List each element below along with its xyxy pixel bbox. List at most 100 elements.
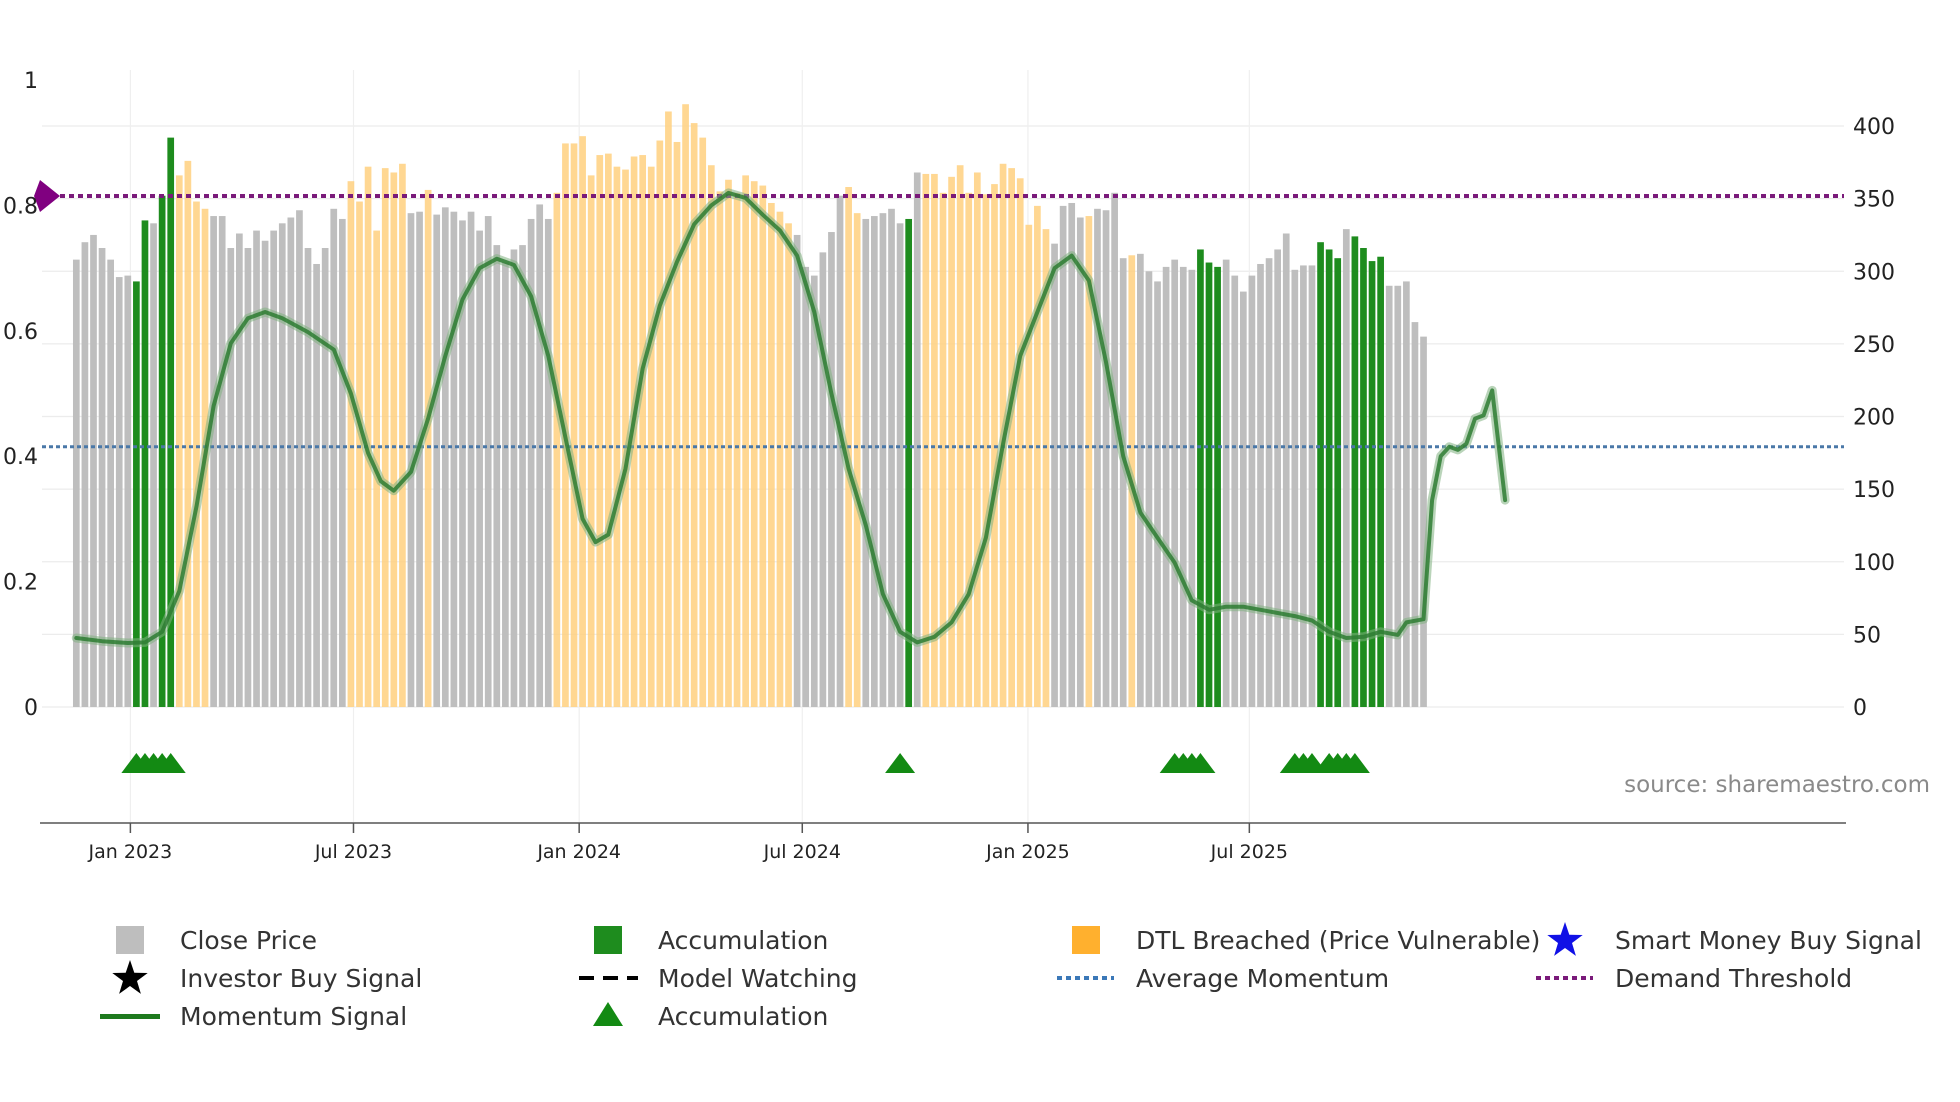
- left-axis-tick-label: 0: [24, 696, 38, 721]
- close-price-bar: [1154, 281, 1161, 707]
- close-price-bar: [1394, 285, 1402, 707]
- close-price-bar: [1239, 291, 1247, 707]
- close-price-bar: [802, 266, 810, 707]
- close-price-bar: [1411, 322, 1419, 707]
- close-price-bar: [1119, 258, 1127, 707]
- close-price-bar: [1265, 258, 1273, 707]
- close-price-bar: [227, 248, 235, 707]
- close-price-bar: [313, 263, 320, 707]
- x-axis-tick-label: Jan 2023: [88, 841, 173, 863]
- close-price-bar: [544, 218, 552, 707]
- dtl-breached-bar: [184, 160, 192, 708]
- dtl-breached-bar: [682, 104, 689, 707]
- close-price-bar: [72, 259, 80, 707]
- close-price-bar: [793, 234, 801, 707]
- close-price-bar: [150, 223, 157, 707]
- close-price-bar: [244, 248, 252, 707]
- close-price-bar: [862, 218, 870, 707]
- close-price-bar: [90, 234, 97, 707]
- dtl-breached-bar: [399, 163, 406, 707]
- accumulation-bar: [158, 195, 166, 707]
- close-price-bar: [1308, 265, 1316, 707]
- close-price-bar: [338, 218, 346, 707]
- momentum-signal-line: [74, 190, 1508, 645]
- close-price-bar: [1248, 275, 1256, 707]
- left-axis-tick-label: 1: [24, 69, 38, 94]
- close-price-bar: [819, 252, 827, 707]
- close-price-bar: [1094, 208, 1101, 708]
- dtl-breached-bar: [665, 111, 672, 708]
- close-price-bar: [1291, 269, 1299, 707]
- close-price-bar: [1111, 192, 1118, 707]
- dtl-breached-bar: [381, 168, 389, 707]
- dtl-breached-bar: [579, 136, 586, 708]
- dtl-breached-bar: [759, 185, 767, 708]
- dtl-breached-bar: [673, 141, 681, 708]
- dtl-breached-bar: [742, 175, 749, 707]
- dtl-breached-bar: [922, 173, 930, 707]
- accumulation-bar: [141, 220, 149, 707]
- close-price-bar: [210, 216, 217, 707]
- dtl-breached-bar: [750, 181, 758, 707]
- left-axis-tick-label: 0.2: [3, 571, 38, 596]
- close-price-bar: [1282, 233, 1290, 708]
- dtl-breached-bar: [982, 194, 990, 707]
- dtl-breached-bar: [622, 169, 629, 707]
- close-price-bar: [1231, 275, 1239, 707]
- accumulation-bar: [1377, 256, 1384, 707]
- accumulation-bar: [133, 281, 140, 707]
- right-axis-tick-label: 200: [1853, 406, 1895, 431]
- dtl-breached-bar: [776, 211, 784, 707]
- dtl-breached-bar: [1025, 224, 1033, 707]
- close-price-bar: [296, 210, 303, 707]
- dtl-breached-bar: [690, 123, 698, 708]
- close-price-bar: [1403, 281, 1410, 707]
- dtl-breached-bar: [939, 192, 947, 707]
- accumulation-marker: [1339, 753, 1370, 773]
- close-price-bar: [321, 248, 329, 707]
- close-price-bar: [236, 233, 243, 708]
- close-price-bar: [1102, 210, 1110, 707]
- dtl-breached-bar: [965, 192, 973, 707]
- reference-lines: [34, 179, 1844, 648]
- accumulation-bar: [1197, 249, 1204, 707]
- x-axis-tick-label: Jul 2024: [763, 841, 841, 863]
- dtl-breached-bar: [785, 223, 792, 707]
- accumulation-bar: [1334, 258, 1342, 707]
- close-price-bar: [1385, 285, 1393, 707]
- accumulation-bar: [1360, 248, 1367, 707]
- close-price-bar: [1274, 249, 1282, 707]
- dtl-breached-bar: [639, 155, 647, 708]
- close-price-bar: [1222, 259, 1230, 707]
- close-price-bar: [1257, 263, 1264, 707]
- close-price-bar: [1145, 271, 1153, 707]
- close-price-bar: [81, 242, 89, 707]
- accumulation-bar: [1351, 236, 1359, 707]
- accumulation-bar: [1205, 262, 1213, 707]
- dtl-breached-bar: [347, 181, 355, 707]
- close-price-bar: [871, 216, 878, 707]
- close-price-bar: [1179, 266, 1187, 707]
- close-price-bar: [98, 248, 106, 707]
- right-axis-tick-label: 100: [1853, 551, 1895, 576]
- close-price-bar: [467, 211, 475, 707]
- close-price-bar: [1188, 269, 1196, 707]
- accumulation-bar: [167, 137, 175, 707]
- dtl-breached-bar: [390, 172, 398, 708]
- accumulation-bar: [1325, 249, 1333, 707]
- accumulation-markers-row: [121, 753, 1370, 773]
- dtl-breached-bar: [356, 201, 363, 707]
- right-axis-tick-label: 250: [1853, 333, 1895, 358]
- close-price-bar: [1137, 253, 1144, 707]
- close-price-bar: [330, 208, 338, 708]
- close-price-bar: [261, 240, 269, 707]
- accumulation-marker: [155, 753, 186, 773]
- accumulation-bar: [1317, 242, 1324, 707]
- close-price-bar: [493, 245, 501, 708]
- close-price-bar: [287, 217, 295, 707]
- close-price-bar: [278, 223, 286, 707]
- close-price-bar: [459, 220, 466, 707]
- right-axis-tick-label: 400: [1853, 115, 1895, 140]
- dtl-breached-bar: [948, 176, 955, 707]
